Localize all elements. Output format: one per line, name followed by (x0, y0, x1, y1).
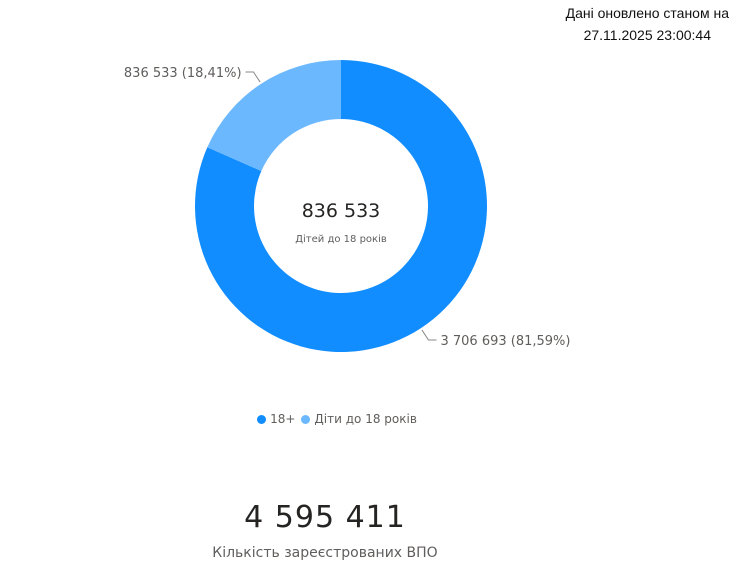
kpi-total-label: Кількість зареєстрованих ВПО (212, 545, 438, 561)
chart-legend: 18+ Діти до 18 років (0, 412, 680, 426)
donut-slice-adults[interactable] (195, 60, 488, 352)
legend-item-adults[interactable]: 18+ (257, 412, 295, 426)
update-note-line1: Дані оновлено станом на (565, 5, 729, 21)
donut-center-value: 836 533 (301, 200, 381, 222)
kpi-total-value: 4 595 411 (244, 500, 406, 535)
data-label-adults: 3 706 693 (81,59%) (440, 334, 570, 349)
donut-slice-children[interactable] (207, 60, 341, 172)
leader-line-adults (421, 329, 437, 341)
data-update-note: Дані оновлено станом на 27.11.2025 23:00… (566, 2, 729, 46)
legend-label-children: Діти до 18 років (314, 412, 417, 426)
legend-label-adults: 18+ (270, 412, 296, 426)
data-label-children: 836 533 (18,41%) (124, 66, 242, 81)
legend-dot-children (301, 414, 311, 424)
leader-line-children (245, 71, 261, 83)
legend-item-children[interactable]: Діти до 18 років (301, 412, 417, 426)
donut-chart[interactable]: 3 706 693 (81,59%) 836 533 (18,41%) (0, 0, 739, 400)
update-note-timestamp: 27.11.2025 23:00:44 (583, 27, 712, 43)
donut-center-label: Дітей до 18 років (295, 234, 387, 245)
legend-dot-adults (257, 414, 267, 424)
